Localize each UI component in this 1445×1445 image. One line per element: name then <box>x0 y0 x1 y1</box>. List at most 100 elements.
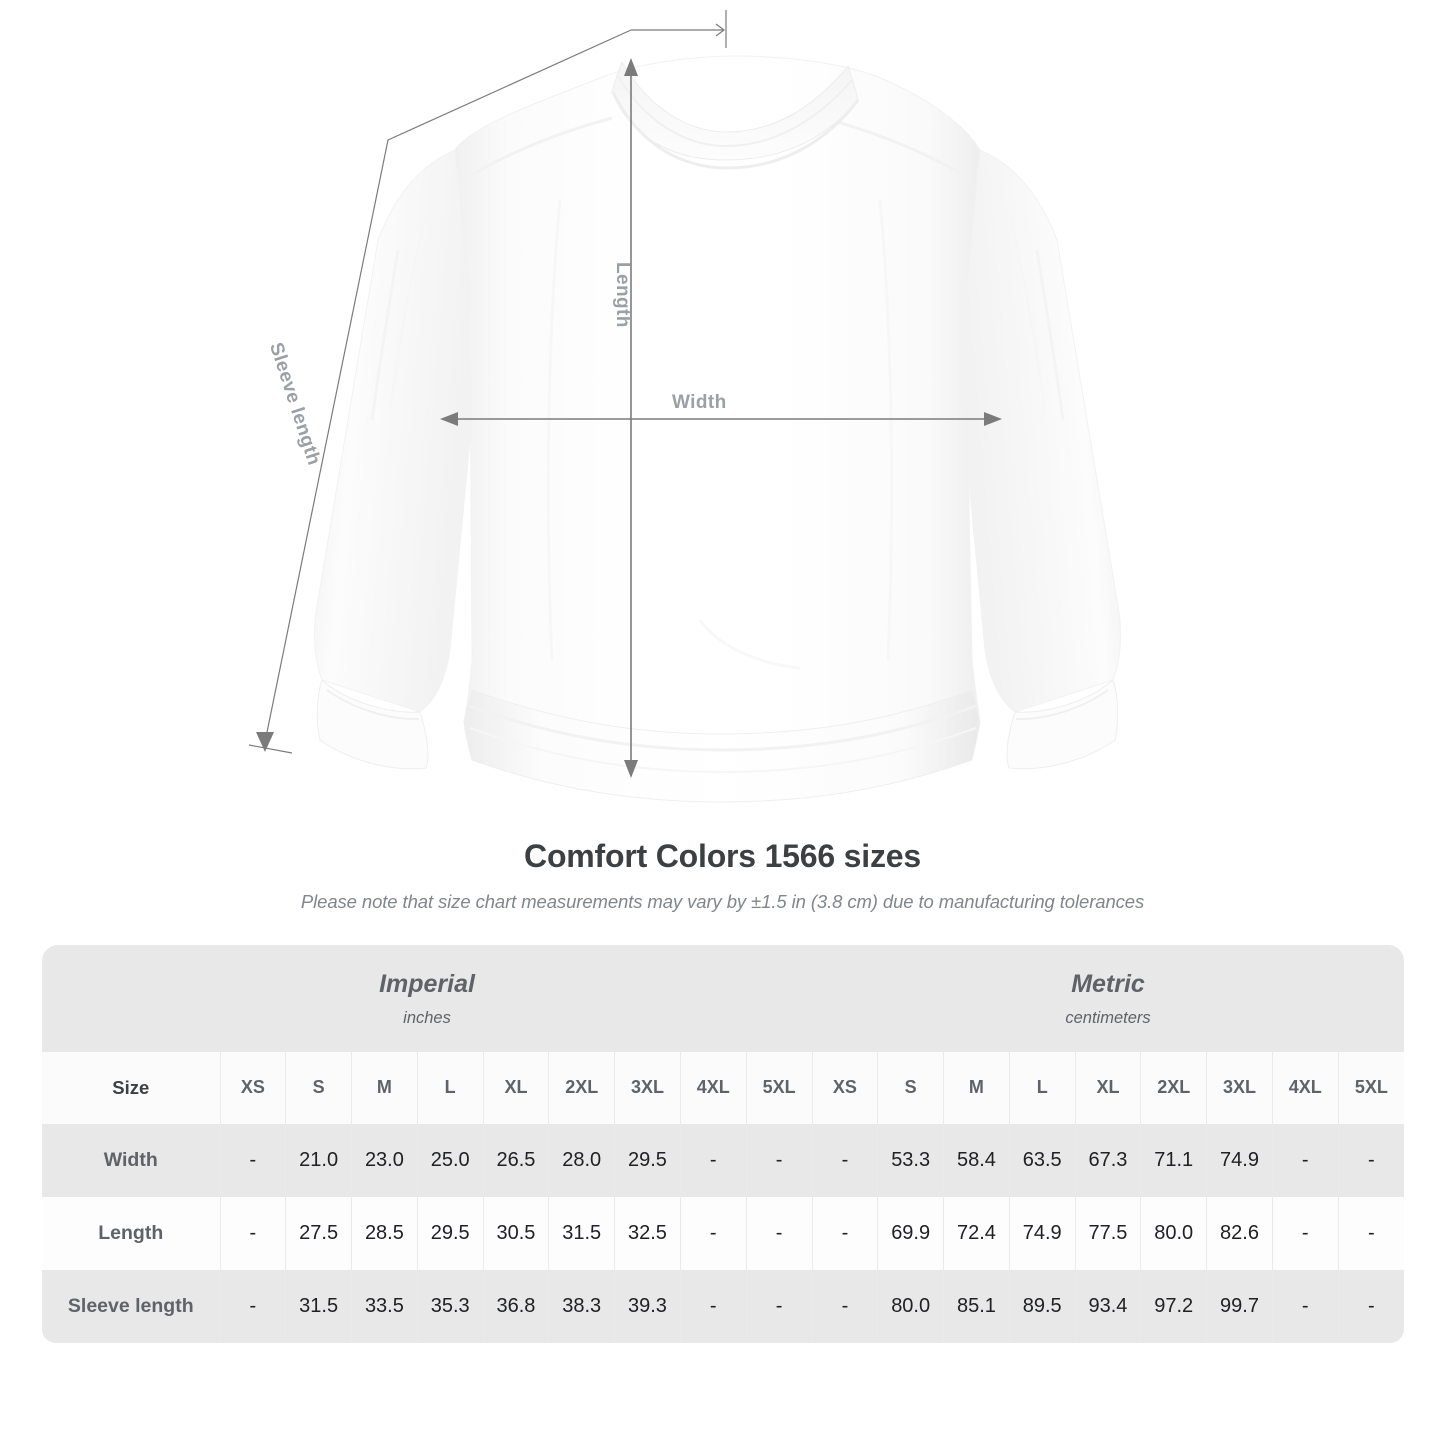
cell-sleeve-metric-xl: 93.4 <box>1075 1269 1142 1343</box>
size-header-imperial-s: S <box>285 1051 353 1124</box>
size-header-metric-3xl: 3XL <box>1206 1051 1273 1124</box>
length-label: Length <box>612 262 633 328</box>
right-sleeve <box>964 149 1121 713</box>
sleeve-fold-right-2 <box>1009 214 1046 411</box>
hem-mid-seam <box>469 727 977 774</box>
cell-sleeve-metric-xs: - <box>812 1269 879 1343</box>
sleeve-fold-left-2 <box>389 214 426 411</box>
size-header-metric-xl: XL <box>1075 1051 1142 1124</box>
metric-name: Metric <box>1071 970 1145 998</box>
size-header-metric-4xl: 4XL <box>1272 1051 1339 1124</box>
cell-length-metric-xl: 77.5 <box>1075 1196 1142 1270</box>
collar-outer-line <box>611 91 860 170</box>
table-row-width: Width - 21.0 23.0 25.0 26.5 28.0 29.5 - … <box>42 1123 1404 1197</box>
cell-length-imperial-xl: 30.5 <box>483 1196 550 1270</box>
cell-width-imperial-xl: 26.5 <box>483 1123 550 1197</box>
sleeve-measure-line <box>248 10 727 754</box>
cell-sleeve-imperial-xs: - <box>220 1269 287 1343</box>
imperial-header-cell: Imperial inches <box>42 945 813 1052</box>
page-title: Comfort Colors 1566 sizes <box>524 838 921 874</box>
hem-top-seam <box>468 704 977 752</box>
cell-length-metric-5xl: - <box>1338 1196 1404 1270</box>
cell-width-imperial-s: 21.0 <box>285 1123 353 1197</box>
size-header-imperial-xs: XS <box>220 1051 287 1124</box>
left-shoulder-seam <box>469 116 613 178</box>
cell-width-metric-s: 53.3 <box>877 1123 945 1197</box>
cell-length-imperial-l: 29.5 <box>417 1196 484 1270</box>
size-header-metric-2xl: 2XL <box>1140 1051 1208 1124</box>
sleeve-fold-right-1 <box>1035 249 1065 421</box>
cell-length-imperial-xs: - <box>220 1196 287 1270</box>
sleeve-fold-left-1 <box>370 249 400 421</box>
right-shoulder-seam <box>822 116 966 178</box>
cell-sleeve-metric-5xl: - <box>1338 1269 1404 1343</box>
cell-length-imperial-m: 28.5 <box>351 1196 418 1270</box>
size-header-metric-l: L <box>1009 1051 1076 1124</box>
bottom-hem <box>463 689 981 803</box>
imperial-unit: inches <box>403 1008 451 1027</box>
length-measure-line <box>624 58 638 778</box>
garment-diagram: Length Width Sleeve length <box>248 10 1121 803</box>
imperial-name: Imperial <box>379 970 475 998</box>
right-cuff <box>1006 679 1119 770</box>
cell-width-imperial-3xl: 29.5 <box>614 1123 681 1197</box>
cell-length-imperial-3xl: 32.5 <box>614 1196 681 1270</box>
cell-length-metric-3xl: 82.6 <box>1206 1196 1273 1270</box>
cell-sleeve-imperial-s: 31.5 <box>285 1269 353 1343</box>
sweatshirt-body <box>454 55 981 785</box>
cell-width-imperial-l: 25.0 <box>417 1123 484 1197</box>
cell-sleeve-metric-l: 89.5 <box>1009 1269 1076 1343</box>
size-table-container: Imperial inches Metric centimeters Size … <box>42 945 1404 1343</box>
cell-width-imperial-m: 23.0 <box>351 1123 418 1197</box>
metric-header-cell: Metric centimeters <box>812 945 1404 1052</box>
table-row-length: Length - 27.5 28.5 29.5 30.5 31.5 32.5 -… <box>42 1196 1404 1270</box>
cell-width-metric-xs: - <box>812 1123 879 1197</box>
size-header-imperial-3xl: 3XL <box>614 1051 681 1124</box>
left-cuff <box>316 679 429 770</box>
table-row-sleeve-length: Sleeve length - 31.5 33.5 35.3 36.8 38.3… <box>42 1269 1404 1343</box>
cell-length-metric-l: 74.9 <box>1009 1196 1076 1270</box>
size-header-imperial-2xl: 2XL <box>548 1051 616 1124</box>
cell-width-metric-4xl: - <box>1272 1123 1339 1197</box>
cell-sleeve-imperial-xl: 36.8 <box>483 1269 550 1343</box>
cell-sleeve-imperial-m: 33.5 <box>351 1269 418 1343</box>
cell-width-imperial-5xl: - <box>746 1123 813 1197</box>
cell-sleeve-imperial-5xl: - <box>746 1269 813 1343</box>
cell-sleeve-imperial-4xl: - <box>680 1269 747 1343</box>
cell-sleeve-imperial-2xl: 38.3 <box>548 1269 616 1343</box>
size-header-imperial-4xl: 4XL <box>680 1051 747 1124</box>
size-table: Imperial inches Metric centimeters Size … <box>42 945 1404 1343</box>
cell-sleeve-imperial-l: 35.3 <box>417 1269 484 1343</box>
cell-width-imperial-4xl: - <box>680 1123 747 1197</box>
cell-length-imperial-2xl: 31.5 <box>548 1196 616 1270</box>
cell-width-metric-xl: 67.3 <box>1075 1123 1142 1197</box>
cell-length-metric-2xl: 80.0 <box>1140 1196 1208 1270</box>
size-header-metric-5xl: 5XL <box>1338 1051 1404 1124</box>
size-header-imperial-xl: XL <box>483 1051 550 1124</box>
width-label: Width <box>672 392 727 413</box>
size-header-metric-m: M <box>943 1051 1010 1124</box>
cell-width-metric-3xl: 74.9 <box>1206 1123 1273 1197</box>
metric-unit: centimeters <box>1065 1008 1151 1027</box>
size-header-row: Size XS S M L XL 2XL 3XL 4XL 5XL XS S M … <box>42 1051 1404 1124</box>
cell-length-metric-m: 72.4 <box>943 1196 1010 1270</box>
sweatshirt-illustration <box>248 10 1121 803</box>
size-header-imperial-5xl: 5XL <box>746 1051 813 1124</box>
cell-width-imperial-2xl: 28.0 <box>548 1123 616 1197</box>
row-label-width: Width <box>42 1123 221 1197</box>
cell-width-imperial-xs: - <box>220 1123 287 1197</box>
cell-sleeve-metric-s: 80.0 <box>877 1269 945 1343</box>
collar-inner-line <box>617 75 853 148</box>
size-header-imperial-l: L <box>417 1051 484 1124</box>
tolerance-note: Please note that size chart measurements… <box>300 891 1145 912</box>
left-sleeve <box>314 149 471 713</box>
row-label-sleeve-length: Sleeve length <box>42 1269 221 1343</box>
cell-sleeve-metric-3xl: 99.7 <box>1206 1269 1273 1343</box>
cell-sleeve-metric-4xl: - <box>1272 1269 1339 1343</box>
cell-width-metric-5xl: - <box>1338 1123 1404 1197</box>
cell-length-imperial-s: 27.5 <box>285 1196 353 1270</box>
size-header-imperial-m: M <box>351 1051 418 1124</box>
cell-width-metric-m: 58.4 <box>943 1123 1010 1197</box>
left-cuff-seam <box>326 689 420 721</box>
